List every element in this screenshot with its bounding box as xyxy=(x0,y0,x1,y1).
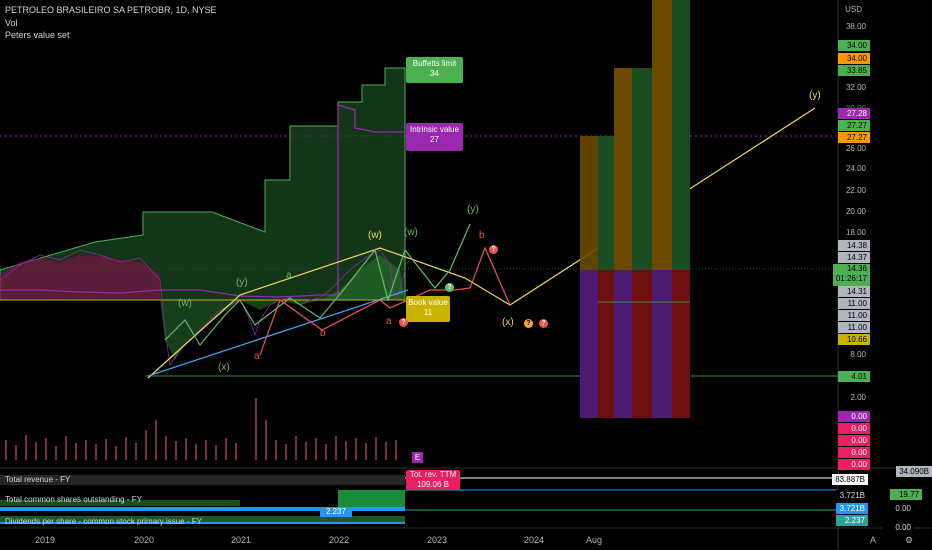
price-tag: 14.38 xyxy=(838,240,870,251)
price-tag: 0.00 xyxy=(838,423,870,434)
buffetts-limit-box: Buffetts limit 34 xyxy=(406,57,463,83)
price-tag: 27.27 xyxy=(838,120,870,131)
trend-line xyxy=(147,289,409,377)
total-revenue-value: 109.06 B xyxy=(416,480,450,489)
indicator-label[interactable]: Peters value set xyxy=(5,30,70,40)
price-tag: 0.00 xyxy=(838,447,870,458)
price-tag: 0.00 xyxy=(838,411,870,422)
earnings-marker[interactable]: E xyxy=(412,452,423,463)
total-revenue-title: Tot. rev. TTM xyxy=(409,470,457,479)
book-value-title: Book value xyxy=(408,298,448,307)
shares-value: 3.721B xyxy=(836,490,868,501)
current-price-tag: 14.36 01:26:17 xyxy=(832,264,870,286)
price-tag: 34.00 xyxy=(838,40,870,51)
wave-label: a xyxy=(386,316,392,327)
question-icon[interactable]: ? xyxy=(489,245,498,254)
price-tag: 11.00 xyxy=(838,322,870,333)
dividend-value: 2.237 xyxy=(836,515,868,526)
price-axis-label: 18.00 xyxy=(845,228,866,237)
indicator-dividends[interactable]: Dividends per share - common stock prima… xyxy=(5,517,202,526)
intrinsic-value-value: 27 xyxy=(430,135,439,144)
volume-label[interactable]: Vol xyxy=(5,18,18,28)
price-tag: 34.00 xyxy=(838,53,870,64)
dividend-box: 2.237 xyxy=(320,507,352,517)
price-tag: 10.66 xyxy=(838,334,870,345)
indicator-shares[interactable]: Total common shares outstanding - FY xyxy=(5,495,142,504)
time-axis-label: 2022 xyxy=(329,535,350,545)
price-tag: 14.31 xyxy=(838,286,870,297)
revenue-value-tag: 83.887B xyxy=(832,474,868,485)
question-icon[interactable]: ? xyxy=(399,318,408,327)
wave-label: (x) xyxy=(218,362,230,373)
wave-projection-line xyxy=(147,107,816,379)
buffetts-limit-value: 34 xyxy=(430,69,439,78)
buffetts-limit-title: Buffetts limit xyxy=(412,59,457,68)
price-axis-label: 38.00 xyxy=(845,22,866,31)
price-axis-label: 26.00 xyxy=(845,144,866,153)
price-tag: 27.28 xyxy=(838,108,870,119)
wave-label: (w) xyxy=(404,227,418,238)
price-axis-label: 8.00 xyxy=(850,350,866,359)
currency-label: USD xyxy=(845,5,862,14)
wave-label: (x) xyxy=(502,317,514,328)
question-icon[interactable]: ? xyxy=(445,283,454,292)
time-axis-label: 2024 xyxy=(524,535,545,545)
price-tag: 11.00 xyxy=(838,310,870,321)
price-tag: 11.00 xyxy=(838,298,870,309)
wave-label: (w) xyxy=(178,298,192,309)
intrinsic-value-box: Intrinsic value 27 xyxy=(406,123,463,151)
time-axis-label: 2023 xyxy=(427,535,448,545)
wave-label: b xyxy=(479,230,485,241)
question-icon[interactable]: ? xyxy=(524,319,533,328)
book-value-value: 11 xyxy=(423,308,433,317)
dividend-tag2: 0.00 xyxy=(882,522,914,533)
shares-tag: 19.77 xyxy=(890,489,922,500)
revenue-tag: 34.090B xyxy=(896,466,932,477)
total-revenue-box: Tot. rev. TTM 109.06 B xyxy=(406,470,460,490)
price-tag: 4.01 xyxy=(838,371,870,382)
price-axis-label: 24.00 xyxy=(845,164,866,173)
price-tag: 0.00 xyxy=(838,435,870,446)
shares-value2: 3.721B xyxy=(836,503,868,514)
wave-label: a xyxy=(254,351,260,362)
price-tag: 27.27 xyxy=(838,132,870,143)
price-axis-label: 22.00 xyxy=(845,186,866,195)
log-scale-button[interactable]: ⚙ xyxy=(905,535,914,545)
time-axis-label: Aug xyxy=(586,535,603,545)
price-axis-label: 20.00 xyxy=(845,207,866,216)
wave-label: a xyxy=(286,270,292,281)
dividend-tag: 0.00 xyxy=(882,503,914,514)
wave-label: (w) xyxy=(368,230,382,241)
time-axis-label: 2020 xyxy=(134,535,155,545)
price-line xyxy=(0,249,406,366)
wave-label: (y) xyxy=(809,90,821,101)
question-icon[interactable]: ? xyxy=(539,319,548,328)
indicator-revenue[interactable]: Total revenue - FY xyxy=(5,475,71,484)
book-value-box: Book value 11 xyxy=(406,296,450,322)
symbol-title[interactable]: PETROLEO BRASILEIRO SA PETROBR, 1D, NYSE xyxy=(5,5,217,15)
volume-bars xyxy=(5,398,397,460)
price-tag: 0.00 xyxy=(838,459,870,470)
price-tag: 14.37 xyxy=(838,252,870,263)
price-axis-label: 32.00 xyxy=(845,83,866,92)
time-axis-label: 2021 xyxy=(231,535,252,545)
wave-label: (y) xyxy=(467,204,479,215)
auto-scale-button[interactable]: A xyxy=(870,535,877,545)
price-axis-label: 2.00 xyxy=(850,393,866,402)
intrinsic-value-line xyxy=(0,104,405,298)
wave-label: b xyxy=(320,328,326,339)
time-axis-label: 2019 xyxy=(35,535,56,545)
intrinsic-value-title: Intrinsic value xyxy=(410,125,459,134)
wave-label: (y) xyxy=(236,277,248,288)
price-tag: 33.85 xyxy=(838,65,870,76)
